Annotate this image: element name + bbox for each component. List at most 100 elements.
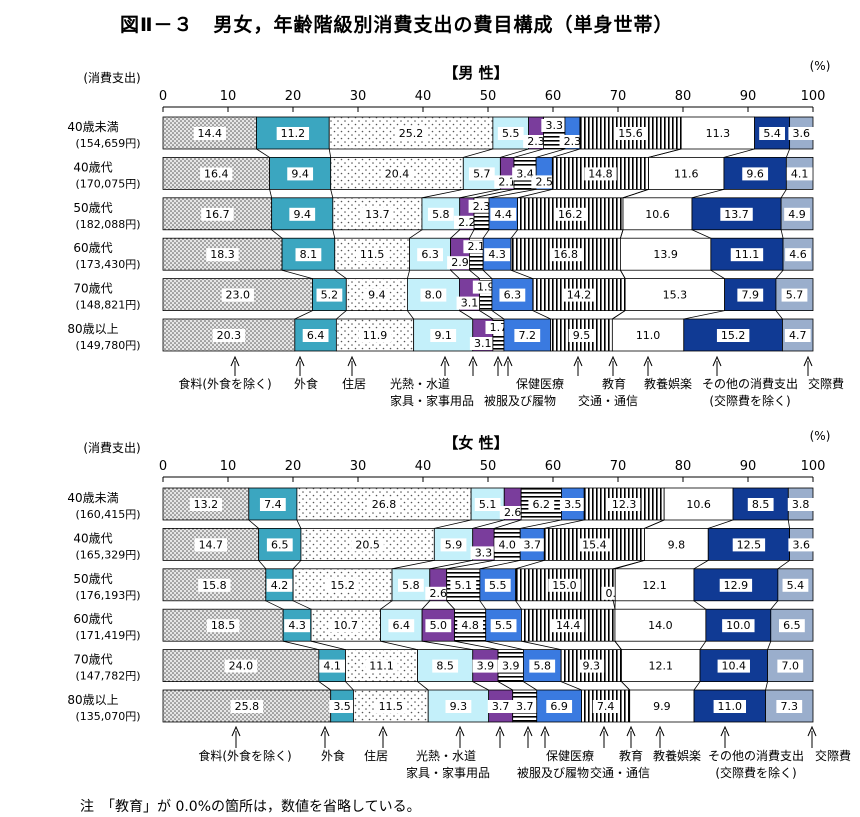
legend-arrow-head xyxy=(803,355,813,367)
data-label-bg xyxy=(648,700,675,713)
data-label: 1.7 xyxy=(490,321,508,334)
x-tick-label: 90 xyxy=(740,89,757,104)
data-label: 2.1 xyxy=(498,175,516,188)
connector-line xyxy=(777,560,790,570)
connector-line xyxy=(472,519,505,529)
connector-line xyxy=(770,600,779,610)
connector-line xyxy=(775,310,783,320)
data-label: 3.9 xyxy=(502,660,520,673)
connector-line xyxy=(473,189,515,199)
x-tick-label: 50 xyxy=(480,89,497,104)
connector-line xyxy=(693,600,707,610)
legend-label: 交通・通信 xyxy=(590,765,650,780)
data-label: 20.4 xyxy=(385,167,410,180)
data-label: 4.4 xyxy=(495,208,513,221)
data-label-bg xyxy=(523,135,549,148)
row-label-age: 50歳代 xyxy=(73,572,112,586)
data-label-bg xyxy=(730,248,764,262)
connector-line xyxy=(258,560,267,570)
data-label: 2.3 xyxy=(564,135,582,148)
connector-line xyxy=(446,600,455,610)
data-label: 6.9 xyxy=(550,700,568,713)
connector-line xyxy=(488,189,537,199)
data-label-bg xyxy=(682,498,715,511)
data-label: 2.3 xyxy=(527,135,545,148)
connector-line xyxy=(446,560,495,570)
data-label: 8.0 xyxy=(425,289,443,302)
data-label-bg xyxy=(747,498,774,511)
data-label: 15.3 xyxy=(663,289,688,302)
connector-line xyxy=(318,681,331,691)
data-label: 5.7 xyxy=(786,289,804,302)
connector-line xyxy=(292,560,302,570)
legend-label: (交際費を除く) xyxy=(709,393,790,408)
connector-line xyxy=(785,148,790,158)
connector-line xyxy=(620,270,626,279)
data-label-bg xyxy=(484,248,511,262)
x-tick-label: 50 xyxy=(480,459,497,474)
data-label-bg xyxy=(649,248,682,262)
data-label: 14.2 xyxy=(567,289,592,302)
row-label-age: 40歳未満 xyxy=(67,120,118,134)
data-label-bg xyxy=(549,248,582,262)
male-chart: 【男 性】 (%) (消費支出) 0 10 20 30 40 50 60 70 80 90 100 40歳未… xyxy=(67,59,844,408)
connector-line xyxy=(469,229,475,239)
connector-line xyxy=(691,189,725,199)
legend-label: 教養娯楽 xyxy=(653,748,701,763)
legend-arrow-head xyxy=(378,725,388,737)
row-label-spending: (173,430円) xyxy=(75,258,140,271)
data-label-bg xyxy=(365,659,398,673)
legend-label: 保健医療 xyxy=(516,377,564,391)
data-label-bg xyxy=(468,167,495,181)
data-label: 11.5 xyxy=(360,248,385,261)
legend-arrow-head xyxy=(493,355,503,367)
connector-line xyxy=(620,229,624,239)
data-label: 15.0 xyxy=(552,579,577,592)
data-label: 9.1 xyxy=(434,329,452,342)
data-label-bg xyxy=(528,498,555,511)
connector-line xyxy=(767,641,772,650)
data-label: 4.9 xyxy=(788,208,806,221)
data-label: 24.0 xyxy=(229,660,254,673)
data-label-bg xyxy=(329,700,355,713)
legend-arrow-head xyxy=(320,725,330,737)
data-label-bg xyxy=(194,538,228,552)
data-label-bg xyxy=(469,337,496,350)
data-label: 9.5 xyxy=(573,329,591,342)
data-label: 3.8 xyxy=(792,498,810,511)
data-label: 15.2 xyxy=(330,579,355,592)
data-label-bg xyxy=(427,207,454,221)
connector-line xyxy=(334,269,347,279)
row-label-age: 80歳以上 xyxy=(67,322,118,336)
data-label-bg xyxy=(193,127,226,140)
connector-line xyxy=(693,681,701,691)
data-label: 26.8 xyxy=(372,498,397,511)
connector-line xyxy=(708,519,734,529)
data-label-bg xyxy=(578,538,611,552)
x-tick-label: 30 xyxy=(350,89,367,104)
data-label-bg xyxy=(701,127,735,140)
data-label: 2.1 xyxy=(468,240,486,253)
data-label: 15.8 xyxy=(202,579,227,592)
data-label: 8.5 xyxy=(436,660,454,673)
connector-line xyxy=(459,310,473,320)
legend-arrow-head xyxy=(540,725,550,737)
legend-label: 交通・通信 xyxy=(578,393,638,408)
connector-line xyxy=(510,269,533,279)
data-label-bg xyxy=(631,329,665,342)
data-label: 5.1 xyxy=(479,498,497,511)
data-label: 10.6 xyxy=(686,498,711,511)
data-label-bg xyxy=(568,329,595,342)
data-label-bg xyxy=(607,498,641,511)
data-label: 18.3 xyxy=(210,248,235,261)
data-label-bg xyxy=(732,538,766,552)
data-label-bg xyxy=(355,248,389,262)
data-label-bg xyxy=(519,538,546,552)
connector-line xyxy=(683,310,725,320)
connector-line xyxy=(491,310,505,320)
connector-line xyxy=(407,270,410,279)
connector-line xyxy=(622,189,649,199)
legend-arrow-head xyxy=(712,355,722,367)
data-label: 8.1 xyxy=(300,248,318,261)
x-tick-label: 20 xyxy=(285,89,302,104)
